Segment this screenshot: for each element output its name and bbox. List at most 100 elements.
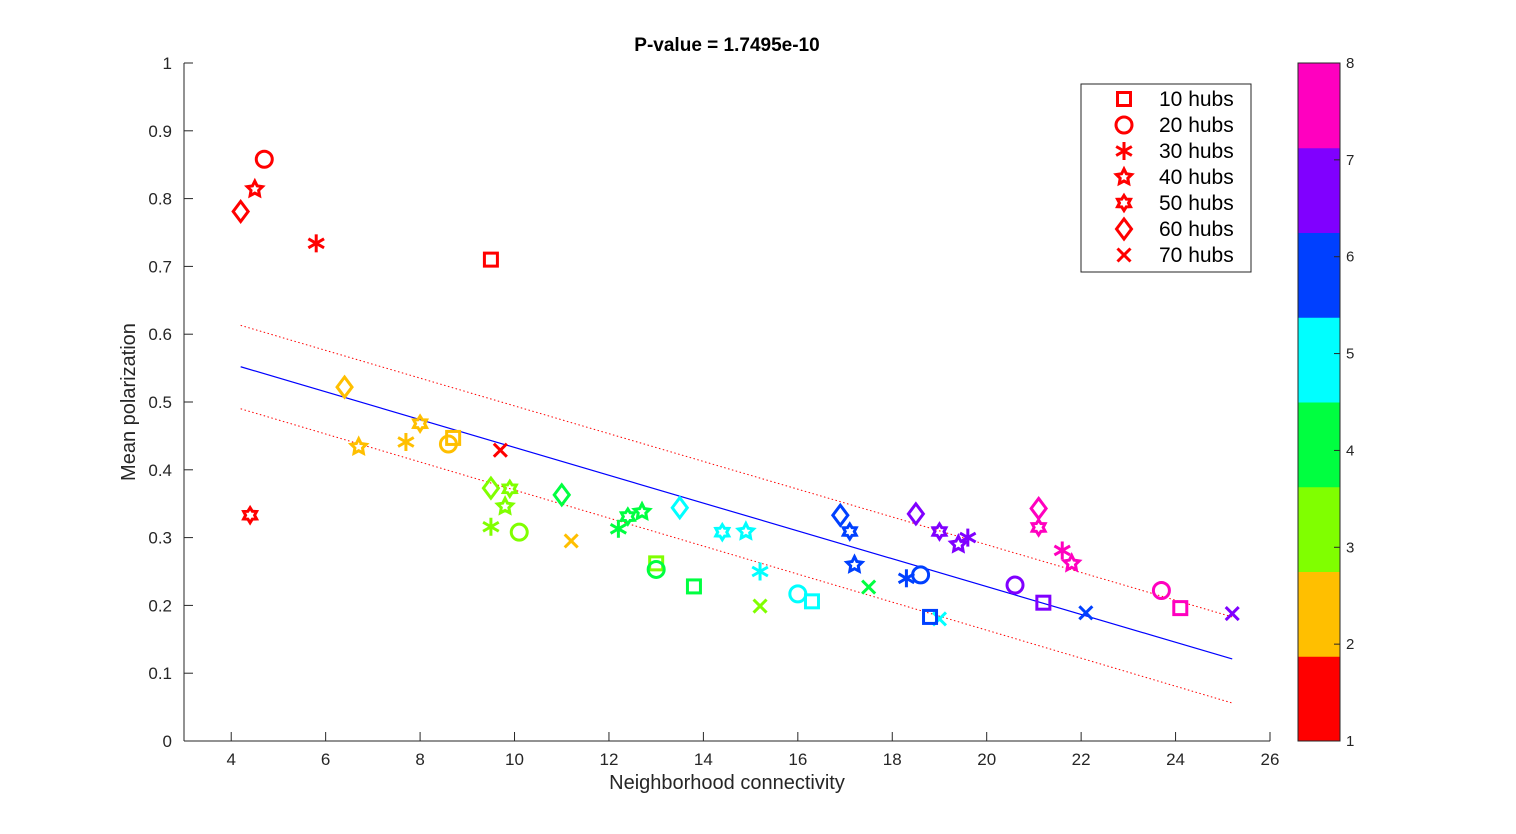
data-point xyxy=(1172,600,1189,617)
data-point xyxy=(243,177,266,199)
y-tick-label: 0.5 xyxy=(148,393,172,412)
y-axis-label: Mean polarization xyxy=(118,323,140,481)
data-point xyxy=(500,478,519,500)
fit-line xyxy=(240,366,1233,660)
x-tick-label: 16 xyxy=(788,750,807,769)
colorbar-segment xyxy=(1298,656,1340,742)
x-axis-label: Neighborhood connectivity xyxy=(609,772,845,794)
colorbar-tick-label: 5 xyxy=(1346,346,1354,363)
data-point xyxy=(861,579,877,595)
y-tick-label: 0.9 xyxy=(148,122,172,141)
x-tick-label: 12 xyxy=(599,750,618,769)
data-point xyxy=(241,504,260,526)
y-tick-label: 0.3 xyxy=(148,529,172,548)
legend-box xyxy=(1080,83,1252,273)
data-point xyxy=(492,442,508,458)
legend-marker xyxy=(1116,247,1132,263)
confidence-lower-line xyxy=(240,408,1233,704)
legend-marker xyxy=(1114,115,1134,135)
data-point xyxy=(563,533,579,549)
data-point xyxy=(1005,575,1025,595)
legend-entry: 30 hubs xyxy=(1159,140,1234,163)
data-point xyxy=(609,519,627,538)
data-point xyxy=(713,521,732,543)
legend-entry: 20 hubs xyxy=(1159,114,1234,137)
data-point xyxy=(481,475,501,501)
colorbar-segment xyxy=(1298,571,1340,657)
data-point xyxy=(843,553,866,574)
legend-marker xyxy=(1115,192,1133,214)
y-tick-label: 0.1 xyxy=(148,664,172,683)
data-point xyxy=(897,569,916,588)
y-tick-label: 0 xyxy=(163,732,172,751)
colorbar-tick-label: 4 xyxy=(1346,442,1354,459)
x-tick-label: 14 xyxy=(694,750,713,769)
data-point xyxy=(231,198,251,224)
data-point xyxy=(840,521,859,542)
legend-marker xyxy=(1113,165,1135,187)
x-tick-label: 22 xyxy=(1072,750,1091,769)
y-tick-label: 1 xyxy=(163,54,172,73)
data-point xyxy=(335,374,354,400)
legend-marker xyxy=(1114,216,1134,242)
x-tick-label: 24 xyxy=(1166,750,1185,769)
colorbar-segment xyxy=(1298,317,1340,403)
x-tick-label: 18 xyxy=(883,750,902,769)
data-point xyxy=(347,435,370,456)
legend-entry: 40 hubs xyxy=(1159,166,1234,189)
colorbar-tick-label: 2 xyxy=(1346,636,1354,653)
data-point xyxy=(947,532,970,554)
data-point xyxy=(1224,605,1240,622)
data-point xyxy=(1053,541,1071,560)
data-point xyxy=(1029,517,1048,538)
colorbar-segment xyxy=(1298,232,1340,318)
x-tick-label: 6 xyxy=(321,750,330,769)
data-point xyxy=(906,501,926,527)
x-tick-label: 26 xyxy=(1261,750,1280,769)
colorbar-segment xyxy=(1298,63,1340,149)
legend-entry: 70 hubs xyxy=(1159,244,1234,267)
y-tick-label: 0.4 xyxy=(148,461,172,480)
colorbar-segment xyxy=(1298,486,1340,572)
data-point xyxy=(670,495,690,521)
data-point xyxy=(494,495,516,516)
data-point xyxy=(397,433,415,452)
colorbar-tick-label: 7 xyxy=(1346,152,1354,169)
data-point xyxy=(646,559,666,579)
y-tick-label: 0.7 xyxy=(148,257,172,276)
data-point xyxy=(552,482,572,508)
x-tick-label: 20 xyxy=(977,750,996,769)
data-point xyxy=(735,520,757,541)
data-point xyxy=(1078,605,1094,621)
data-point xyxy=(752,598,768,614)
x-tick-label: 10 xyxy=(505,750,524,769)
data-point xyxy=(438,434,458,454)
legend-marker xyxy=(1116,91,1132,107)
colorbar-tick-label: 3 xyxy=(1346,539,1354,556)
data-point xyxy=(1035,594,1052,611)
data-point xyxy=(788,584,808,604)
data-point xyxy=(1060,551,1083,573)
colorbar-tick-label: 1 xyxy=(1346,733,1354,750)
colorbar-frame xyxy=(1297,62,1341,742)
y-tick-label: 0.2 xyxy=(148,596,172,615)
data-point xyxy=(254,149,274,169)
data-point xyxy=(685,578,702,595)
data-point xyxy=(930,521,949,542)
chart-title: P-value = 1.7495e-10 xyxy=(634,35,819,56)
data-points xyxy=(231,149,1240,627)
data-point xyxy=(482,251,499,268)
data-point xyxy=(922,608,939,625)
colorbar-tick-label: 6 xyxy=(1346,249,1354,266)
y-tick-label: 0.8 xyxy=(148,190,172,209)
y-tick-label: 0.6 xyxy=(148,325,172,344)
colorbar-tick-label: 8 xyxy=(1346,55,1354,72)
data-point xyxy=(1029,495,1049,521)
data-point xyxy=(509,522,529,542)
data-point xyxy=(411,413,430,435)
legend-entry: 50 hubs xyxy=(1159,192,1234,215)
legend-marker xyxy=(1115,142,1133,160)
legend-entry: 10 hubs xyxy=(1159,88,1234,111)
data-point xyxy=(751,562,769,581)
